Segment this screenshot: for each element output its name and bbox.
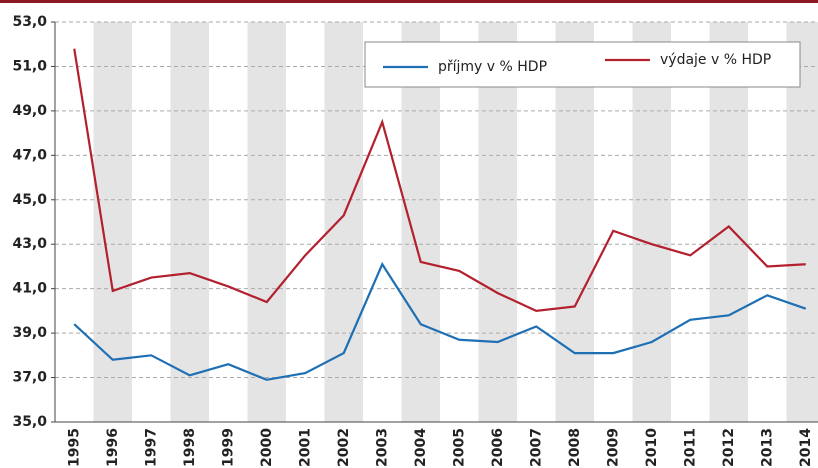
x-tick-label: 2003: [374, 428, 390, 467]
series-line: [73, 48, 806, 313]
y-tick-label: 53,0: [12, 14, 47, 30]
band: [632, 22, 671, 422]
band: [93, 22, 132, 422]
x-tick-label: 2009: [605, 428, 621, 467]
x-tick-label: 2002: [336, 428, 352, 467]
x-tick-label: 2004: [413, 428, 429, 467]
x-tick-label: 2005: [451, 428, 467, 467]
x-tick-label: 2008: [567, 428, 583, 467]
x-tick-label: 1998: [182, 428, 198, 467]
x-tick-label: 2001: [297, 428, 313, 467]
y-tick-label: 35,0: [12, 414, 47, 430]
x-tick-label: 1997: [143, 428, 159, 467]
x-tick-label: 2012: [721, 428, 737, 467]
x-tick-label: 1999: [220, 428, 236, 467]
band: [709, 22, 748, 422]
x-tick-label: 2011: [682, 428, 698, 467]
x-tick-label: 2007: [528, 428, 544, 467]
legend-label: příjmy v % HDP: [438, 59, 547, 75]
y-tick-label: 51,0: [12, 58, 47, 74]
y-tick-label: 49,0: [12, 103, 47, 119]
band: [170, 22, 209, 422]
y-tick-label: 45,0: [12, 192, 47, 208]
band: [324, 22, 363, 422]
y-tick-label: 37,0: [12, 370, 47, 386]
x-tick-label: 1996: [105, 428, 121, 467]
y-tick-label: 41,0: [12, 281, 47, 297]
x-tick-label: 1995: [66, 428, 82, 467]
x-tick-label: 2006: [490, 428, 506, 467]
band: [401, 22, 440, 422]
y-tick-label: 47,0: [12, 147, 47, 163]
y-tick-label: 39,0: [12, 325, 47, 341]
top-border: [0, 0, 818, 3]
x-tick-label: 2010: [644, 428, 660, 467]
series-line: [73, 261, 807, 381]
legend-label: výdaje v % HDP: [660, 52, 771, 68]
band: [247, 22, 286, 422]
band: [555, 22, 594, 422]
band: [786, 22, 818, 422]
x-tick-label: 2014: [798, 428, 814, 467]
band: [478, 22, 517, 422]
x-tick-label: 2013: [759, 428, 775, 467]
x-tick-label: 2000: [259, 428, 275, 467]
legend-box: [364, 41, 801, 88]
y-tick-label: 43,0: [12, 236, 47, 252]
